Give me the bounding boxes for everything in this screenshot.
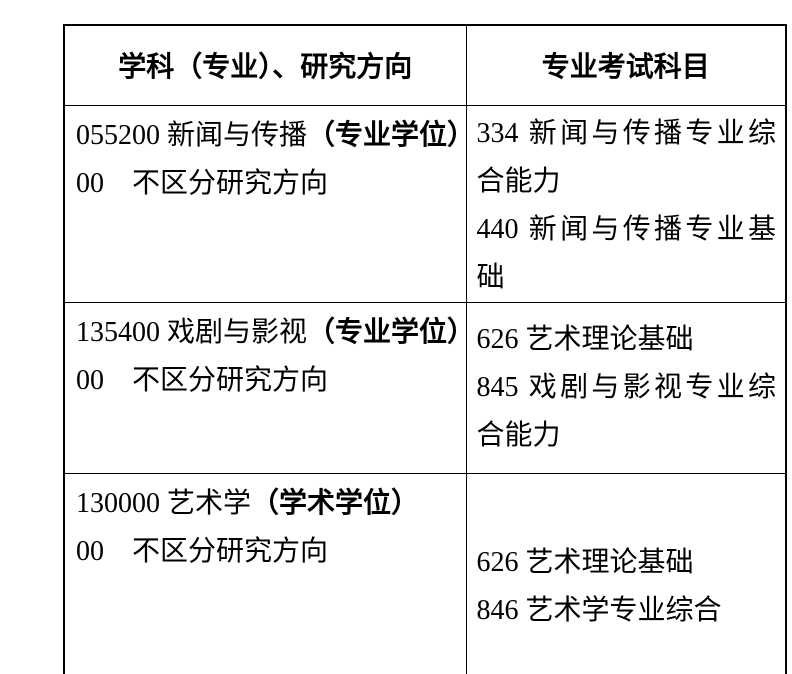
program-cell: 130000 艺术学（学术学位） 00 不区分研究方向	[63, 472, 467, 674]
subjects-cell: 334 新闻与传播专业综合能力 440 新闻与传播专业基础	[465, 104, 787, 303]
header-cell-subjects: 专业考试科目	[465, 24, 787, 106]
program-code-text: 130000 艺术学	[76, 487, 252, 519]
subject-item: 845 戏剧与影视专业综合能力	[476, 371, 777, 451]
subject-item: 626 艺术理论基础	[476, 546, 694, 578]
table-row-art-studies: 130000 艺术学（学术学位） 00 不区分研究方向 626 艺术理论基础 8…	[63, 472, 787, 674]
subjects-cell: 626 艺术理论基础 845 戏剧与影视专业综合能力	[465, 301, 787, 474]
program-code-text: 135400 戏剧与影视	[76, 316, 308, 348]
program-cell: 055200 新闻与传播（专业学位） 00 不区分研究方向	[63, 104, 467, 303]
program-line: 055200 新闻与传播（专业学位）	[76, 112, 465, 160]
header-cell-program: 学科（专业）、研究方向	[63, 24, 467, 106]
program-line: 130000 艺术学（学术学位）	[76, 480, 458, 528]
degree-type-text: （学术学位）	[251, 487, 420, 519]
subject-item: 846 艺术学专业综合	[476, 594, 722, 626]
subject-item: 334 新闻与传播专业综合能力	[476, 117, 777, 197]
program-cell: 135400 戏剧与影视（专业学位） 00 不区分研究方向	[63, 301, 467, 474]
table-row-journalism: 055200 新闻与传播（专业学位） 00 不区分研究方向 334 新闻与传播专…	[63, 104, 787, 303]
subject-item: 626 艺术理论基础	[476, 323, 694, 355]
table-row-drama-film: 135400 戏剧与影视（专业学位） 00 不区分研究方向 626 艺术理论基础…	[63, 301, 787, 474]
program-line: 135400 戏剧与影视（专业学位）	[76, 309, 465, 357]
research-direction-text: 00 不区分研究方向	[76, 535, 329, 567]
program-code-text: 055200 新闻与传播	[76, 119, 308, 151]
research-direction-text: 00 不区分研究方向	[76, 364, 329, 396]
degree-type-text: （专业学位）	[307, 119, 466, 151]
research-direction-text: 00 不区分研究方向	[76, 167, 329, 199]
exam-subjects-table: 学科（专业）、研究方向 专业考试科目 055200 新闻与传播（专业学位） 00…	[63, 24, 787, 674]
degree-type-text: （专业学位）	[307, 316, 466, 348]
subject-item: 440 新闻与传播专业基础	[476, 213, 777, 293]
subjects-cell: 626 艺术理论基础 846 艺术学专业综合	[465, 472, 787, 674]
table-header-row: 学科（专业）、研究方向 专业考试科目	[63, 24, 787, 106]
